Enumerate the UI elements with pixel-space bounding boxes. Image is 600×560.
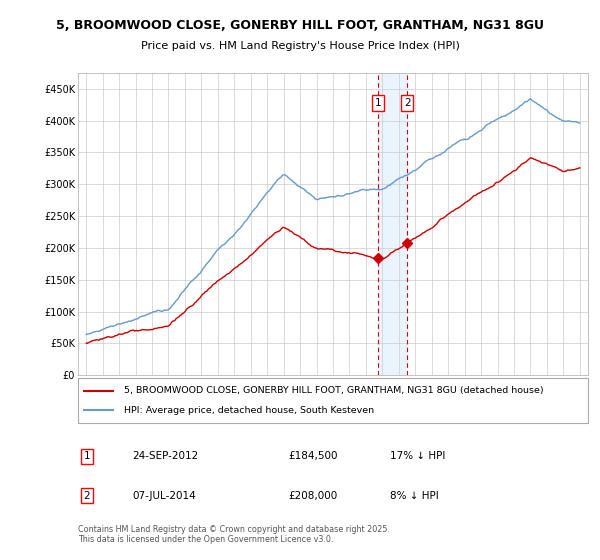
Text: £184,500: £184,500 <box>288 451 337 461</box>
Text: Price paid vs. HM Land Registry's House Price Index (HPI): Price paid vs. HM Land Registry's House … <box>140 41 460 51</box>
Text: Contains HM Land Registry data © Crown copyright and database right 2025.
This d: Contains HM Land Registry data © Crown c… <box>78 525 390 544</box>
Text: 2: 2 <box>404 98 410 108</box>
Text: 17% ↓ HPI: 17% ↓ HPI <box>390 451 445 461</box>
Text: 8% ↓ HPI: 8% ↓ HPI <box>390 491 439 501</box>
Text: HPI: Average price, detached house, South Kesteven: HPI: Average price, detached house, Sout… <box>124 406 374 415</box>
Bar <box>378 73 407 375</box>
Text: 24-SEP-2012: 24-SEP-2012 <box>132 451 198 461</box>
Text: 5, BROOMWOOD CLOSE, GONERBY HILL FOOT, GRANTHAM, NG31 8GU: 5, BROOMWOOD CLOSE, GONERBY HILL FOOT, G… <box>56 18 544 32</box>
Text: 1: 1 <box>374 98 381 108</box>
Text: 1: 1 <box>83 451 91 461</box>
FancyBboxPatch shape <box>78 378 588 423</box>
Text: 07-JUL-2014: 07-JUL-2014 <box>132 491 196 501</box>
Text: £208,000: £208,000 <box>288 491 337 501</box>
Text: 2: 2 <box>83 491 91 501</box>
Text: 5, BROOMWOOD CLOSE, GONERBY HILL FOOT, GRANTHAM, NG31 8GU (detached house): 5, BROOMWOOD CLOSE, GONERBY HILL FOOT, G… <box>124 386 544 395</box>
